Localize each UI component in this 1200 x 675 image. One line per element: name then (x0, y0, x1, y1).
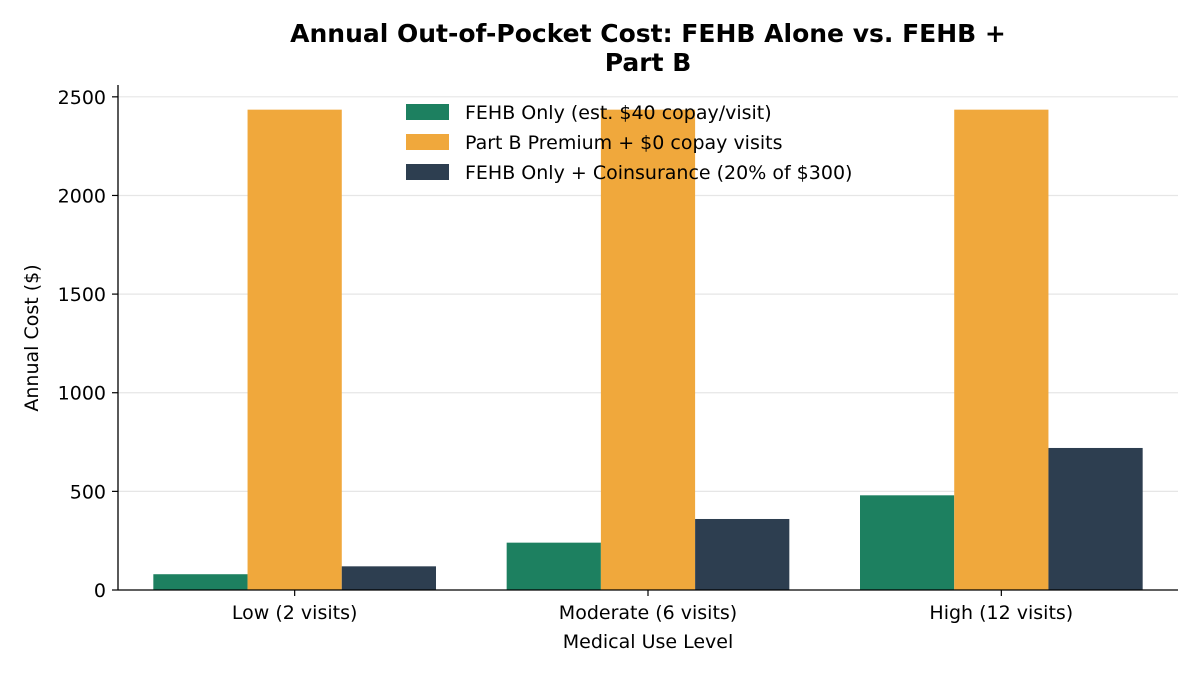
y-tick-label: 500 (70, 481, 106, 503)
legend-label: Part B Premium + $0 copay visits (465, 132, 783, 154)
legend-swatch (406, 134, 449, 150)
legend: FEHB Only (est. $40 copay/visit) Part B P… (406, 102, 852, 184)
bar (954, 109, 1049, 590)
x-tick-label: Low (2 visits) (232, 602, 357, 624)
x-tick-label: Moderate (6 visits) (559, 602, 737, 624)
chart-title-line-2: Part B (605, 48, 692, 77)
bar (506, 542, 601, 590)
y-axis-ticks: 0 500 1000 1500 2000 2500 (58, 87, 118, 602)
y-axis-label: Annual Cost ($) (21, 264, 43, 411)
x-tick-label: High (12 visits) (929, 602, 1073, 624)
bars (153, 109, 1143, 590)
bar (247, 109, 342, 590)
bar (341, 566, 436, 590)
y-tick-label: 1000 (58, 383, 106, 405)
x-axis-label: Medical Use Level (563, 631, 734, 653)
y-tick-label: 2500 (58, 87, 106, 109)
y-tick-label: 2000 (58, 185, 106, 207)
bar (600, 109, 696, 590)
legend-label: FEHB Only + Coinsurance (20% of $300) (465, 162, 852, 184)
legend-label: FEHB Only (est. $40 copay/visit) (465, 102, 772, 124)
chart-title-line-1: Annual Out-of-Pocket Cost: FEHB Alone vs… (290, 19, 1006, 48)
x-axis-ticks: Low (2 visits) Moderate (6 visits) High (1… (232, 590, 1073, 624)
legend-swatch (406, 104, 449, 120)
bar (1048, 447, 1143, 590)
y-tick-label: 0 (94, 580, 106, 602)
y-tick-label: 1500 (58, 284, 106, 306)
bar (860, 495, 955, 590)
bar (153, 574, 248, 590)
bar (695, 518, 790, 590)
legend-swatch (406, 164, 449, 180)
